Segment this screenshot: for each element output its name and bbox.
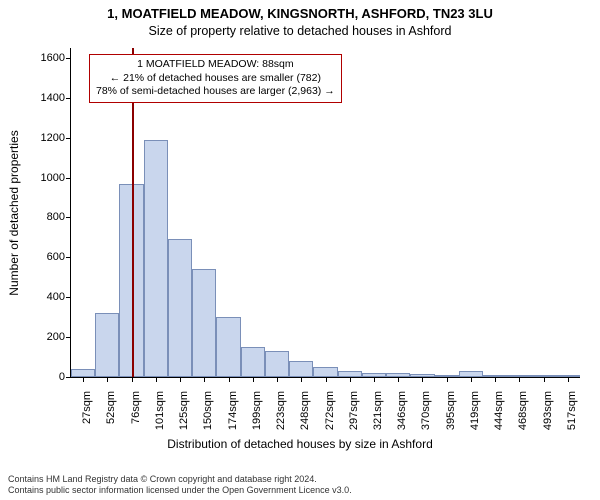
x-tick-mark bbox=[398, 377, 399, 382]
x-tick-label: 199sqm bbox=[251, 389, 263, 430]
annotation-box: 1 MOATFIELD MEADOW: 88sqm← 21% of detach… bbox=[89, 54, 342, 103]
x-axis-label: Distribution of detached houses by size … bbox=[0, 437, 600, 451]
x-tick-label: 52sqm bbox=[105, 389, 117, 424]
annotation-line: 1 MOATFIELD MEADOW: 88sqm bbox=[96, 58, 335, 72]
y-tick-mark bbox=[66, 337, 71, 338]
x-tick-mark bbox=[544, 377, 545, 382]
x-tick-mark bbox=[471, 377, 472, 382]
annotation-line: ← 21% of detached houses are smaller (78… bbox=[96, 72, 335, 86]
x-tick-mark bbox=[253, 377, 254, 382]
y-tick-mark bbox=[66, 98, 71, 99]
y-tick-mark bbox=[66, 257, 71, 258]
x-tick-label: 346sqm bbox=[396, 389, 408, 430]
y-tick-mark bbox=[66, 377, 71, 378]
histogram-bar bbox=[192, 269, 216, 377]
y-tick-mark bbox=[66, 138, 71, 139]
x-tick-label: 248sqm bbox=[299, 389, 311, 430]
y-tick-mark bbox=[66, 58, 71, 59]
y-tick-mark bbox=[66, 217, 71, 218]
x-tick-label: 419sqm bbox=[469, 389, 481, 430]
histogram-bar bbox=[168, 239, 192, 377]
histogram-bar bbox=[265, 351, 289, 377]
x-tick-mark bbox=[180, 377, 181, 382]
x-tick-label: 493sqm bbox=[542, 389, 554, 430]
x-tick-label: 395sqm bbox=[445, 389, 457, 430]
histogram-bar bbox=[289, 361, 313, 377]
y-axis-label: Number of detached properties bbox=[7, 130, 21, 295]
histogram-bar bbox=[241, 347, 265, 377]
x-tick-label: 27sqm bbox=[81, 389, 93, 424]
annotation-line: 78% of semi-detached houses are larger (… bbox=[96, 85, 335, 99]
x-tick-label: 150sqm bbox=[202, 389, 214, 430]
x-tick-label: 125sqm bbox=[178, 389, 190, 430]
histogram-bar bbox=[95, 313, 119, 377]
x-tick-mark bbox=[156, 377, 157, 382]
chart-title-line1: 1, MOATFIELD MEADOW, KINGSNORTH, ASHFORD… bbox=[0, 6, 600, 21]
x-tick-label: 101sqm bbox=[154, 389, 166, 430]
x-tick-label: 468sqm bbox=[517, 389, 529, 430]
histogram-bar bbox=[216, 317, 240, 377]
y-tick-mark bbox=[66, 178, 71, 179]
x-tick-label: 517sqm bbox=[566, 389, 578, 430]
x-tick-label: 223sqm bbox=[275, 389, 287, 430]
x-tick-label: 370sqm bbox=[420, 389, 432, 430]
x-tick-mark bbox=[326, 377, 327, 382]
x-tick-mark bbox=[519, 377, 520, 382]
x-tick-label: 272sqm bbox=[324, 389, 336, 430]
x-tick-mark bbox=[107, 377, 108, 382]
x-tick-mark bbox=[229, 377, 230, 382]
y-tick-mark bbox=[66, 297, 71, 298]
x-tick-label: 174sqm bbox=[227, 389, 239, 430]
x-tick-mark bbox=[132, 377, 133, 382]
histogram-bar bbox=[71, 369, 95, 377]
chart-container: 1, MOATFIELD MEADOW, KINGSNORTH, ASHFORD… bbox=[0, 0, 600, 500]
x-tick-mark bbox=[495, 377, 496, 382]
x-tick-mark bbox=[568, 377, 569, 382]
x-tick-label: 76sqm bbox=[130, 389, 142, 424]
x-tick-label: 297sqm bbox=[348, 389, 360, 430]
x-tick-mark bbox=[301, 377, 302, 382]
x-tick-mark bbox=[350, 377, 351, 382]
x-tick-mark bbox=[447, 377, 448, 382]
chart-title-line2: Size of property relative to detached ho… bbox=[0, 24, 600, 38]
x-tick-mark bbox=[83, 377, 84, 382]
histogram-bar bbox=[313, 367, 337, 377]
credit-text: Contains HM Land Registry data © Crown c… bbox=[0, 474, 600, 497]
x-tick-mark bbox=[204, 377, 205, 382]
x-tick-mark bbox=[277, 377, 278, 382]
plot-area: 0200400600800100012001400160027sqm52sqm7… bbox=[70, 48, 580, 378]
x-tick-mark bbox=[374, 377, 375, 382]
credit-line1: Contains HM Land Registry data © Crown c… bbox=[8, 474, 592, 485]
x-tick-label: 444sqm bbox=[493, 389, 505, 430]
credit-line2: Contains public sector information licen… bbox=[8, 485, 592, 496]
histogram-bar bbox=[144, 140, 168, 377]
x-tick-mark bbox=[422, 377, 423, 382]
x-tick-label: 321sqm bbox=[372, 389, 384, 430]
